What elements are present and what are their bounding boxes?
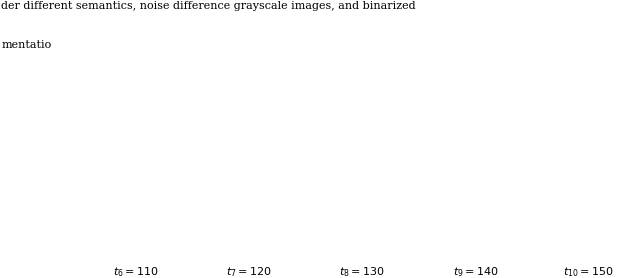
Text: mentatio: mentatio	[1, 40, 52, 50]
Text: $t_3 = 80$: $t_3 = 80$	[343, 192, 381, 206]
Text: $t_1 = 60$: $t_1 = 60$	[116, 192, 155, 206]
Ellipse shape	[220, 95, 267, 169]
Text: $t_8 = 130$: $t_8 = 130$	[339, 265, 385, 278]
Ellipse shape	[559, 93, 618, 167]
Text: der different semantics, noise difference grayscale images, and binarized: der different semantics, noise differenc…	[1, 1, 416, 11]
Ellipse shape	[334, 94, 383, 170]
Ellipse shape	[331, 157, 385, 235]
Ellipse shape	[559, 159, 618, 233]
Text: $t_7 = 120$: $t_7 = 120$	[226, 265, 272, 278]
Text: $t_{10} = 150$: $t_{10} = 150$	[563, 265, 614, 278]
Ellipse shape	[107, 95, 154, 165]
Ellipse shape	[448, 158, 497, 234]
Ellipse shape	[450, 93, 495, 172]
Text: $t_4 = 90$: $t_4 = 90$	[456, 192, 495, 206]
Text: $t_5 = 100$: $t_5 = 100$	[566, 192, 612, 206]
Text: $t_6 = 110$: $t_6 = 110$	[113, 265, 159, 278]
Ellipse shape	[99, 156, 159, 236]
Text: $t_2 = 70$: $t_2 = 70$	[230, 192, 268, 206]
Text: $t_9 = 140$: $t_9 = 140$	[452, 265, 499, 278]
Ellipse shape	[215, 157, 269, 235]
